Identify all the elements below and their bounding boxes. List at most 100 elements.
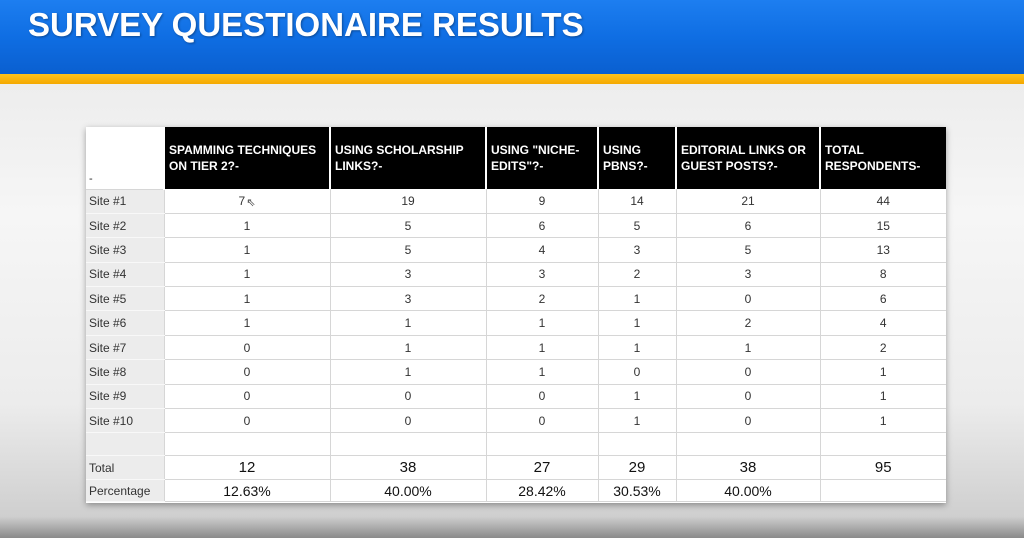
column-header: USING PBNS?- bbox=[597, 127, 676, 189]
table-cell: 0 bbox=[485, 408, 598, 434]
table-cell: 1 bbox=[597, 408, 676, 434]
table-cell: 0 bbox=[597, 359, 676, 385]
cell-value: 2 bbox=[538, 291, 546, 306]
column-header: EDITORIAL LINKS OR GUEST POSTS?- bbox=[675, 127, 820, 189]
row-label: Site #7 bbox=[86, 335, 164, 361]
table-row: Site #5 1 3 2 1 0 6 bbox=[86, 286, 946, 312]
percentage-cell: 30.53% bbox=[597, 479, 676, 503]
cell-value: 1 bbox=[538, 340, 546, 355]
percentage-row: Percentage 12.63% 40.00% 28.42% 30.53% 4… bbox=[86, 479, 946, 503]
cell-value: 1 bbox=[404, 340, 412, 355]
cell-value: 1 bbox=[404, 364, 412, 379]
table-cell: 7⇖ bbox=[163, 189, 330, 214]
percentage-cell: 40.00% bbox=[329, 479, 486, 503]
row-label: Site #1 bbox=[86, 189, 164, 214]
cell-value: 3 bbox=[538, 267, 546, 282]
cell-value: 2 bbox=[633, 267, 641, 282]
survey-results-table: - SPAMMING TECHNIQUES ON TIER 2?- USING … bbox=[86, 127, 946, 503]
table-cell: 0 bbox=[675, 286, 820, 312]
table-cell: 0 bbox=[163, 359, 330, 385]
table-cell: 1 bbox=[819, 359, 946, 385]
row-label: Percentage bbox=[86, 479, 164, 503]
table-cell: 2 bbox=[597, 262, 676, 288]
table-cell: 1 bbox=[819, 384, 946, 410]
table-cell: 6 bbox=[819, 286, 946, 312]
table-cell: 0 bbox=[329, 408, 486, 434]
row-label: Site #4 bbox=[86, 262, 164, 288]
column-header: USING SCHOLARSHIP LINKS?- bbox=[329, 127, 486, 189]
table-row: Site #4 1 3 3 2 3 8 bbox=[86, 262, 946, 288]
cell-value: 4 bbox=[879, 316, 887, 331]
row-label: Site #10 bbox=[86, 408, 164, 434]
table-cell: 2 bbox=[485, 286, 598, 312]
table-cell: 19 bbox=[329, 189, 486, 214]
cell-value: 3 bbox=[404, 291, 412, 306]
cell-value: 5 bbox=[744, 242, 752, 257]
table-cell: 4 bbox=[485, 237, 598, 263]
total-cell: 27 bbox=[485, 455, 598, 481]
cell-value: 0 bbox=[404, 413, 412, 428]
row-label: Site #5 bbox=[86, 286, 164, 312]
cell-value: 1 bbox=[243, 242, 251, 257]
cell-value: 1 bbox=[243, 291, 251, 306]
cell-value: 3 bbox=[404, 267, 412, 282]
cell-value: 1 bbox=[633, 389, 641, 404]
total-cell: 95 bbox=[819, 455, 946, 481]
cell-value: 5 bbox=[633, 218, 641, 233]
cell-value: 9 bbox=[538, 193, 546, 208]
percentage-cell bbox=[819, 479, 946, 503]
cell-value: 1 bbox=[879, 389, 887, 404]
table-cell: 0 bbox=[485, 384, 598, 410]
cell-value: 1 bbox=[243, 316, 251, 331]
table-cell: 0 bbox=[163, 408, 330, 434]
table-cell: 21 bbox=[675, 189, 820, 214]
cell-value: 1 bbox=[633, 340, 641, 355]
total-cell: 29 bbox=[597, 455, 676, 481]
cell-value: 0 bbox=[538, 413, 546, 428]
cell-value: 2 bbox=[879, 340, 887, 355]
cell-value: 5 bbox=[404, 218, 412, 233]
column-header: USING "NICHE-EDITS"?- bbox=[485, 127, 598, 189]
cell-value: 6 bbox=[538, 218, 546, 233]
column-header: TOTAL RESPONDENTS- bbox=[819, 127, 946, 189]
table-cell: 9 bbox=[485, 189, 598, 214]
cell-value: 4 bbox=[538, 242, 546, 257]
cell-value: 0 bbox=[744, 291, 752, 306]
table-cell bbox=[163, 432, 330, 457]
cell-value: 0 bbox=[744, 389, 752, 404]
percentage-cell: 28.42% bbox=[485, 479, 598, 503]
table-row: Site #2 1 5 6 5 6 15 bbox=[86, 213, 946, 239]
table-row: Site #7 0 1 1 1 1 2 bbox=[86, 335, 946, 361]
cell-value: 5 bbox=[404, 242, 412, 257]
table-cell: 1 bbox=[819, 408, 946, 434]
table-cell: 8 bbox=[819, 262, 946, 288]
cell-value: 2 bbox=[744, 316, 752, 331]
table-cell: 1 bbox=[485, 310, 598, 336]
row-label: Site #8 bbox=[86, 359, 164, 385]
table-cell: 1 bbox=[675, 335, 820, 361]
total-cell: 38 bbox=[329, 455, 486, 481]
cell-value: 1 bbox=[633, 413, 641, 428]
cell-value: 3 bbox=[633, 242, 641, 257]
table-cell: 1 bbox=[163, 286, 330, 312]
cell-value: 0 bbox=[243, 364, 251, 379]
cell-value: 0 bbox=[744, 364, 752, 379]
cell-value: 8 bbox=[879, 267, 887, 282]
cell-value: 0 bbox=[538, 389, 546, 404]
cell-value: 13 bbox=[876, 242, 890, 257]
table-cell: 2 bbox=[675, 310, 820, 336]
table-cell: 3 bbox=[597, 237, 676, 263]
table-row: Site #1 7⇖ 19 9 14 21 44 bbox=[86, 189, 946, 214]
title-banner: SURVEY QUESTIONAIRE RESULTS bbox=[0, 0, 1024, 74]
table-cell: 15 bbox=[819, 213, 946, 239]
mouse-pointer-icon: ⇖ bbox=[246, 196, 256, 209]
table-cell: 0 bbox=[163, 384, 330, 410]
table-cell: 1 bbox=[163, 310, 330, 336]
table-cell: 1 bbox=[597, 384, 676, 410]
cell-value: 1 bbox=[879, 364, 887, 379]
table-cell: 3 bbox=[329, 262, 486, 288]
cell-value: 1 bbox=[404, 316, 412, 331]
table-row: Site #6 1 1 1 1 2 4 bbox=[86, 310, 946, 336]
table-cell: 6 bbox=[485, 213, 598, 239]
cell-value: 0 bbox=[243, 389, 251, 404]
